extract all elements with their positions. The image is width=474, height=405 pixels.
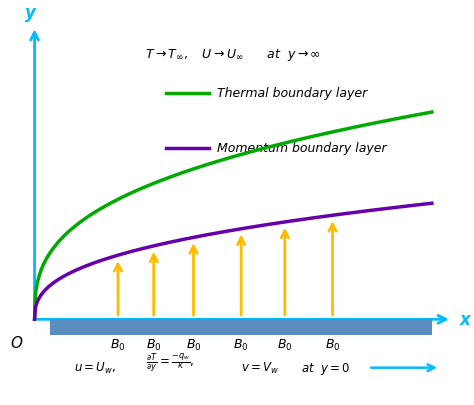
Text: $B_0$: $B_0$ [146, 337, 162, 352]
Text: $u = U_{w},$: $u = U_{w},$ [74, 360, 117, 375]
Text: y: y [25, 4, 36, 22]
Text: Thermal boundary layer: Thermal boundary layer [217, 87, 367, 100]
Text: $B_0$: $B_0$ [325, 337, 340, 352]
Text: $B_0$: $B_0$ [186, 337, 201, 352]
Text: $\frac{\partial T}{\partial y} = \frac{-q_w}{\kappa},$: $\frac{\partial T}{\partial y} = \frac{-… [146, 351, 194, 373]
Text: $B_0$: $B_0$ [277, 337, 292, 352]
Text: $B_0$: $B_0$ [233, 337, 249, 352]
Text: $v = V_w$: $v = V_w$ [241, 360, 279, 375]
Text: O: O [10, 335, 23, 350]
Text: x: x [460, 311, 470, 328]
Text: $B_0$: $B_0$ [110, 337, 126, 352]
Text: Momentum boundary layer: Momentum boundary layer [217, 142, 387, 155]
Text: $at\ \ y = 0$: $at\ \ y = 0$ [301, 360, 350, 376]
Text: $T \rightarrow T_\infty,$   $U \rightarrow U_\infty$      $at$  $y \rightarrow \: $T \rightarrow T_\infty,$ $U \rightarrow… [145, 47, 321, 63]
Bar [50, 320, 432, 335]
